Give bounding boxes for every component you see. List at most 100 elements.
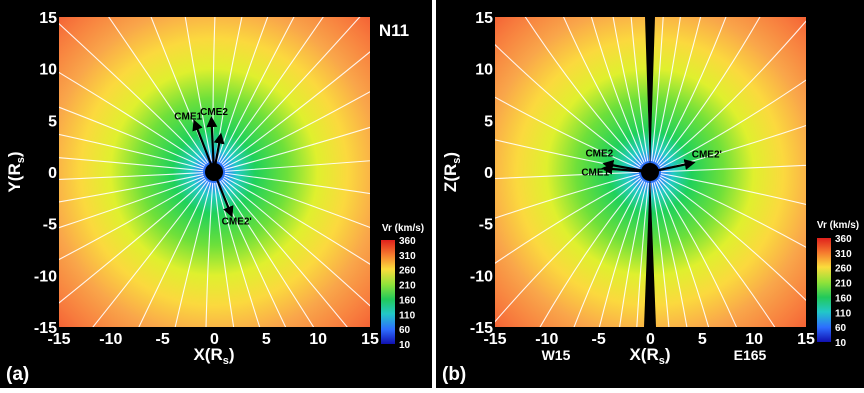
field-line xyxy=(612,17,647,162)
field-line xyxy=(573,180,644,327)
field-line xyxy=(217,181,287,327)
field-line xyxy=(658,178,776,327)
field-line xyxy=(59,179,207,304)
panel-a-x-ticks: -15 -10 -5 0 5 10 15 xyxy=(47,331,379,348)
field-line xyxy=(659,20,806,167)
y-tick-label: -5 xyxy=(479,217,493,234)
field-line xyxy=(223,176,370,265)
x-tick-label: -10 xyxy=(535,331,558,348)
colorbar-tick-label: 160 xyxy=(399,295,416,306)
field-line xyxy=(651,17,664,162)
cme-label: CME2 xyxy=(585,149,613,160)
field-line xyxy=(630,17,649,162)
field-line xyxy=(619,182,648,327)
field-line xyxy=(524,17,642,166)
cme-label: CME2 xyxy=(200,107,228,118)
panel-b-bottom-left-tag: W15 xyxy=(542,347,571,363)
x-tick-label: -15 xyxy=(483,331,506,348)
field-line xyxy=(59,157,204,172)
field-line xyxy=(214,182,235,327)
x-tick-label: 5 xyxy=(698,331,707,348)
x-tick-label: -10 xyxy=(99,331,122,348)
field-line xyxy=(656,179,737,327)
field-line xyxy=(224,174,370,229)
colorbar-tick-label: 10 xyxy=(399,340,411,351)
y-tick-label: -10 xyxy=(34,268,57,285)
x-tick-label: -5 xyxy=(592,331,606,348)
colorbar-tick-label: 310 xyxy=(399,251,416,262)
cme-arrow xyxy=(212,132,225,173)
y-tick-label: 15 xyxy=(39,10,57,27)
field-line xyxy=(653,182,688,327)
y-tick-label: 10 xyxy=(475,62,493,79)
cme-label: CME1 xyxy=(174,111,202,122)
cme-arrow xyxy=(212,171,234,218)
field-line xyxy=(495,96,640,170)
cme-label: CME2' xyxy=(222,217,252,228)
field-line xyxy=(655,181,710,327)
panel-b-cme-arrows: CME2 CME1 CME2' xyxy=(581,149,722,179)
field-line xyxy=(660,164,806,173)
field-line xyxy=(660,174,806,248)
x-tick-label: 15 xyxy=(361,331,379,348)
svg-text:Z(Rs): Z(Rs) xyxy=(441,152,463,192)
field-line xyxy=(59,175,205,229)
x-tick-label: 5 xyxy=(262,331,271,348)
colorbar-tick-label: 160 xyxy=(835,293,852,304)
y-tick-label: -15 xyxy=(470,320,493,337)
field-line xyxy=(224,172,370,195)
panel-a-colorbar-title: Vr (km/s) xyxy=(382,223,424,234)
panel-b-colorbar-title: Vr (km/s) xyxy=(817,220,859,231)
field-line xyxy=(218,17,295,163)
panel-a-y-ticks: 15 10 5 0 -5 -10 -15 xyxy=(34,10,57,337)
field-line xyxy=(59,177,206,261)
field-line xyxy=(659,79,806,169)
field-line xyxy=(495,171,640,180)
field-line xyxy=(59,22,207,165)
y-tick-label: -10 xyxy=(470,268,493,285)
field-line xyxy=(216,17,269,162)
panel-b-x-axis-label: X(Rs) xyxy=(629,345,670,367)
field-line xyxy=(495,43,641,168)
field-line xyxy=(657,17,761,166)
cme-arrow xyxy=(601,163,651,175)
field-line xyxy=(59,71,206,166)
field-line xyxy=(656,17,727,164)
field-line xyxy=(59,172,204,180)
y-tick-label: 10 xyxy=(39,62,57,79)
svg-text:Y(Rs): Y(Rs) xyxy=(5,151,27,192)
field-line xyxy=(59,133,204,170)
field-line xyxy=(539,178,643,327)
panel-b-polar-wedge-top xyxy=(645,17,655,172)
field-line xyxy=(563,17,644,165)
field-line xyxy=(598,181,646,327)
field-line xyxy=(184,17,212,162)
colorbar-tick-label: 360 xyxy=(835,234,852,245)
field-line xyxy=(590,17,645,163)
field-line xyxy=(652,17,681,162)
y-tick-label: 5 xyxy=(484,113,493,130)
field-line xyxy=(224,160,370,172)
x-tick-label: -15 xyxy=(47,331,70,348)
field-line xyxy=(660,173,806,205)
field-line xyxy=(222,51,370,167)
field-line xyxy=(205,182,214,327)
field-line xyxy=(219,180,315,327)
colorbar-tick-label: 310 xyxy=(835,249,852,260)
x-tick-label: 0 xyxy=(646,331,655,348)
field-line xyxy=(221,179,348,327)
field-line xyxy=(59,106,205,168)
colorbar-tick-label: 110 xyxy=(399,310,416,321)
panel-b-x-ticks: -15 -10 -5 0 5 10 15 xyxy=(483,331,815,348)
panel-b-y-axis-label: Z(Rs) xyxy=(441,152,463,192)
colorbar-tick-label: 210 xyxy=(399,281,416,292)
colorbar-tick-label: 60 xyxy=(835,323,847,334)
panel-a-colorbar xyxy=(381,240,395,344)
cme-label: CME1 xyxy=(581,168,609,179)
field-line xyxy=(495,175,641,264)
field-line xyxy=(651,182,670,327)
colorbar-tick-label: 260 xyxy=(399,266,416,277)
